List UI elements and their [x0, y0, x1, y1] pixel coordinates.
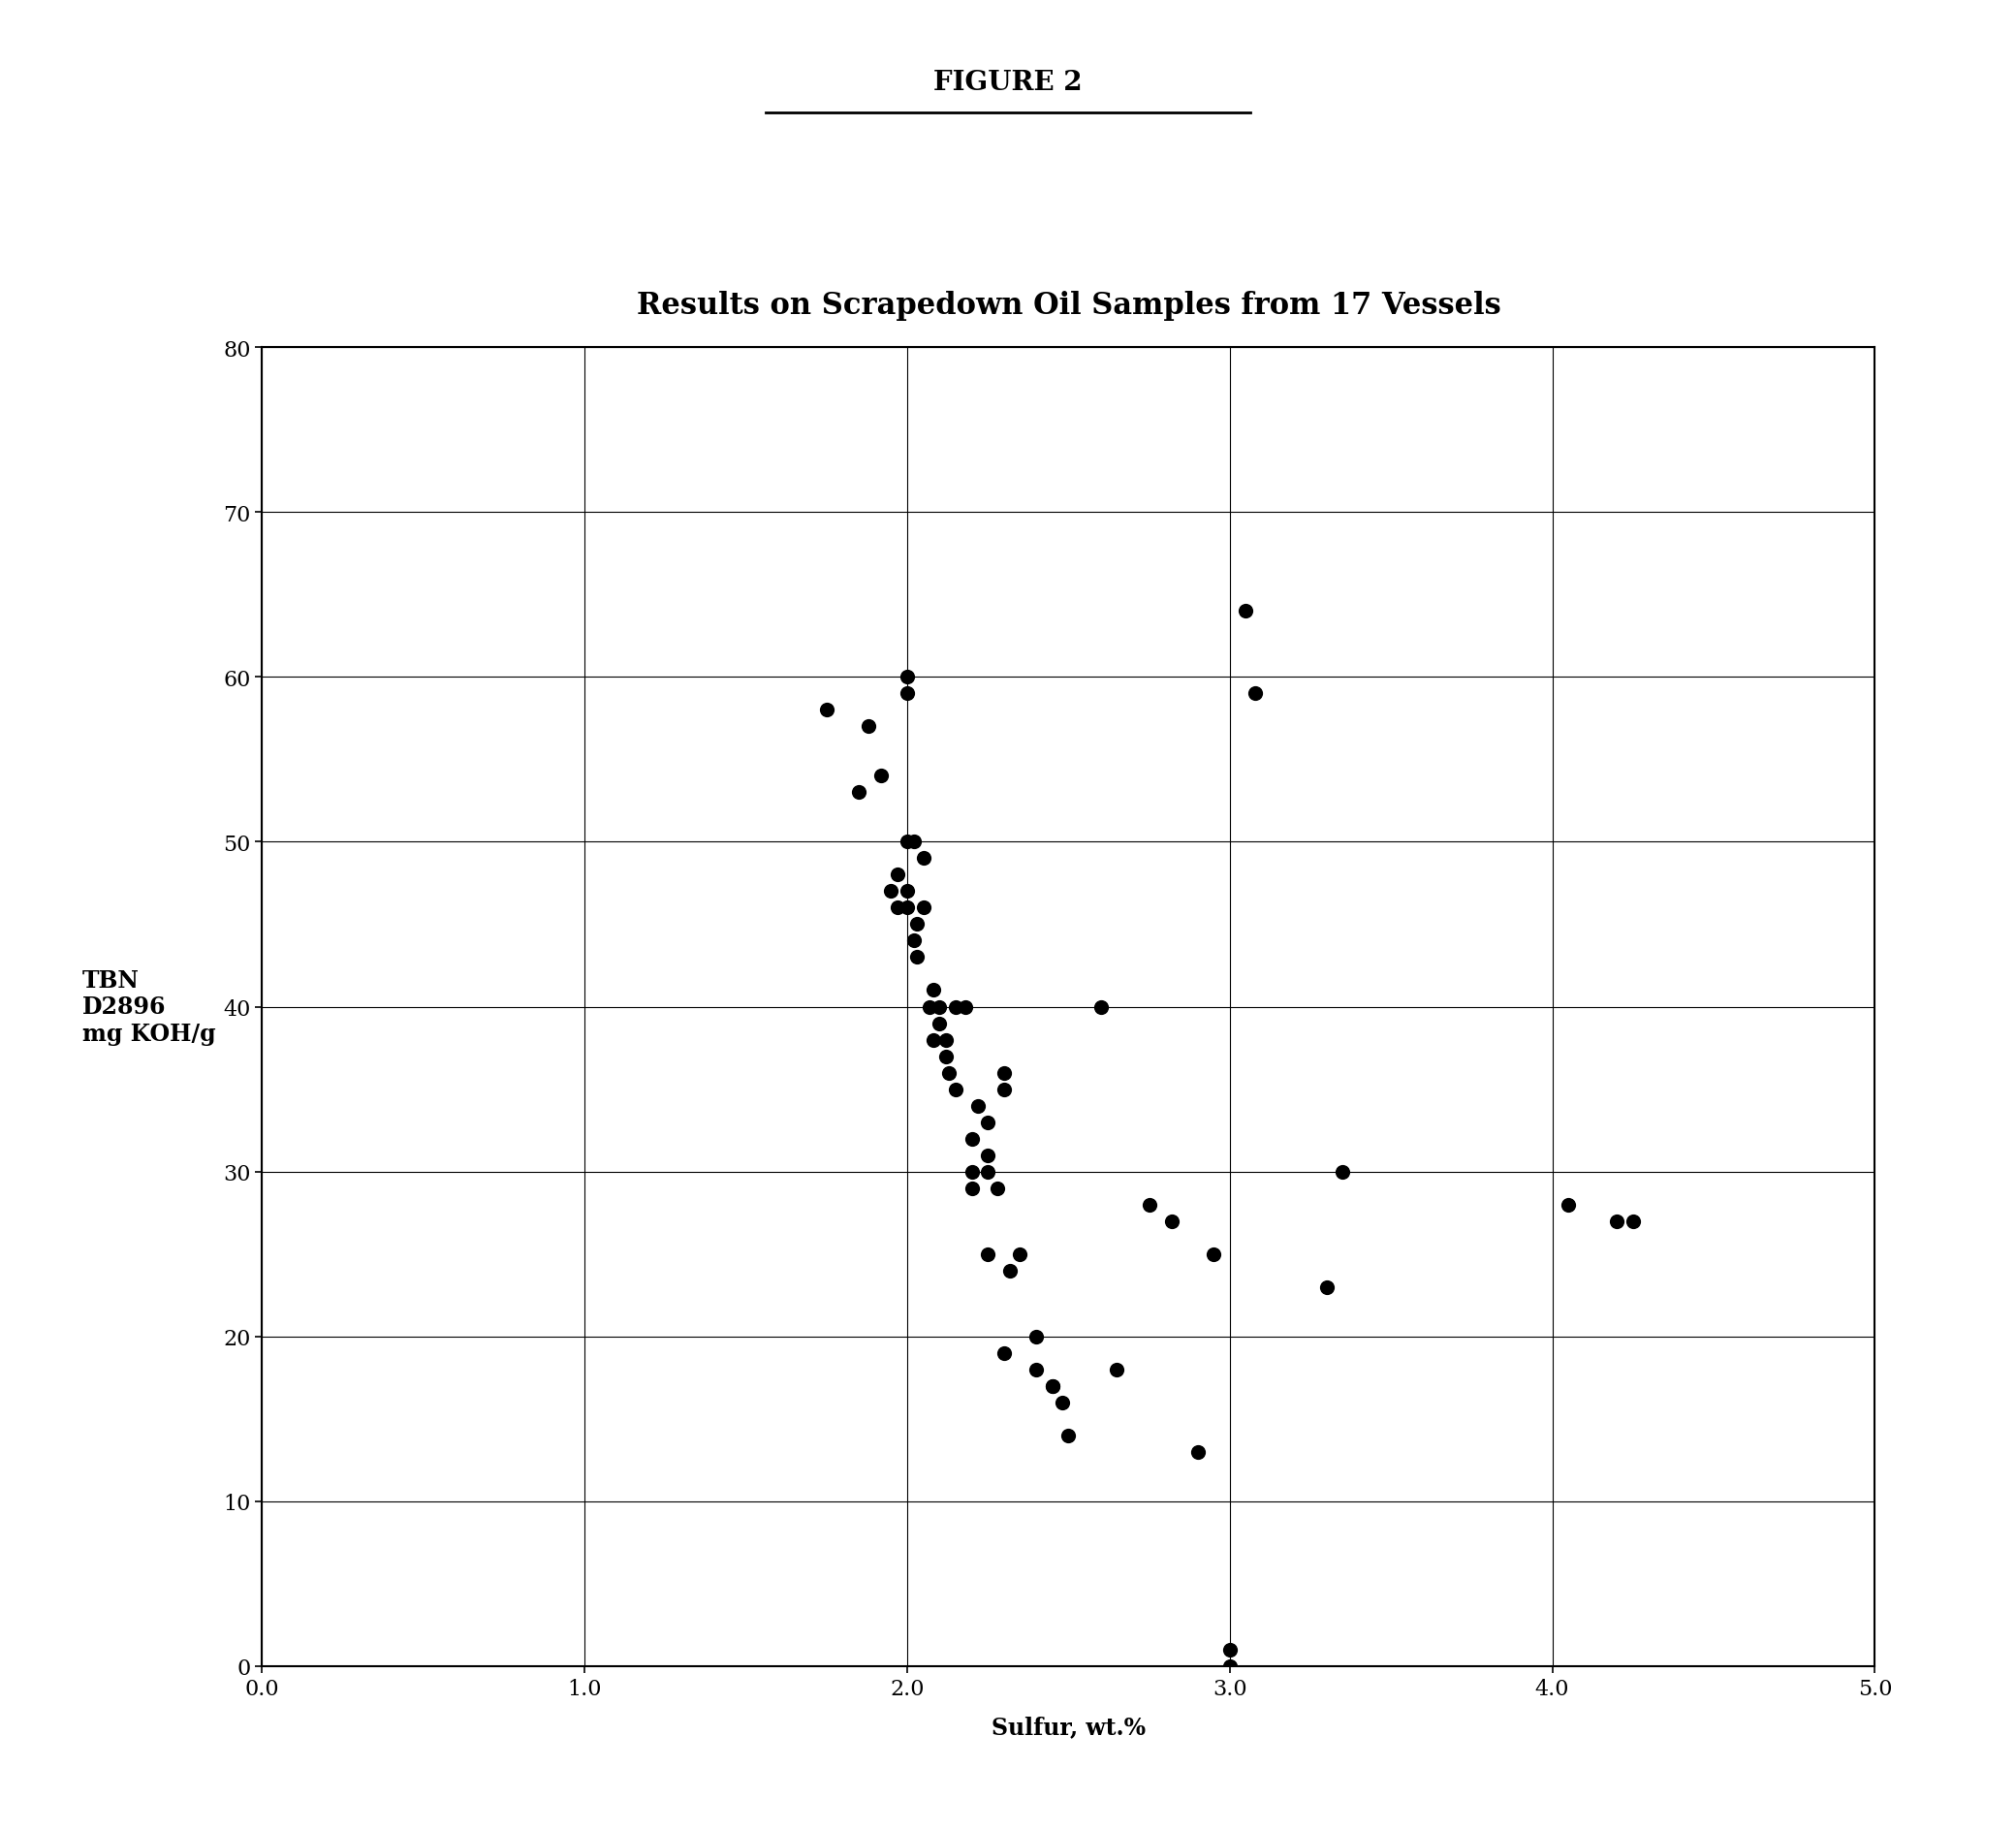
Point — [1327, 1157, 1359, 1186]
Point — [881, 894, 913, 923]
Point — [891, 877, 923, 906]
Point — [923, 1009, 956, 1038]
Point — [881, 861, 913, 890]
Point — [1052, 1421, 1085, 1450]
Point — [917, 976, 950, 1005]
Point — [897, 926, 929, 956]
Point — [853, 712, 885, 742]
Point — [1214, 1652, 1246, 1681]
Point — [865, 762, 897, 791]
Point — [988, 1058, 1020, 1088]
Title: Results on Scrapedown Oil Samples from 17 Vessels: Results on Scrapedown Oil Samples from 1… — [637, 291, 1500, 320]
Point — [972, 1141, 1004, 1170]
Point — [907, 894, 939, 923]
Point — [897, 828, 929, 857]
X-axis label: Sulfur, wt.%: Sulfur, wt.% — [992, 1716, 1145, 1738]
Point — [929, 1042, 962, 1071]
Point — [988, 1075, 1020, 1104]
Point — [875, 877, 907, 906]
Point — [956, 1124, 988, 1154]
Point — [1133, 1190, 1165, 1219]
Point — [1085, 992, 1117, 1022]
Point — [891, 894, 923, 923]
Point — [982, 1174, 1014, 1203]
Point — [929, 1025, 962, 1055]
Point — [901, 943, 933, 972]
Point — [1240, 679, 1272, 709]
Point — [972, 1157, 1004, 1186]
Point — [907, 844, 939, 873]
Point — [913, 992, 946, 1022]
Point — [1036, 1371, 1068, 1401]
Point — [994, 1256, 1026, 1285]
Point — [1214, 1635, 1246, 1664]
Point — [810, 696, 843, 725]
Point — [1155, 1207, 1187, 1236]
Point — [1036, 1371, 1068, 1401]
Y-axis label: TBN
D2896
mg KOH/g: TBN D2896 mg KOH/g — [83, 969, 216, 1046]
Point — [939, 992, 972, 1022]
Point — [939, 1075, 972, 1104]
Point — [891, 663, 923, 692]
Point — [1101, 1355, 1133, 1384]
Point — [1181, 1437, 1214, 1467]
Point — [1601, 1207, 1633, 1236]
Point — [972, 1108, 1004, 1137]
Point — [1020, 1322, 1052, 1351]
Point — [843, 778, 875, 807]
Point — [962, 1091, 994, 1121]
Point — [1046, 1388, 1079, 1417]
Point — [923, 992, 956, 1022]
Point — [901, 910, 933, 939]
Point — [1230, 597, 1262, 626]
Point — [972, 1240, 1004, 1269]
Point — [1020, 1355, 1052, 1384]
Point — [950, 992, 982, 1022]
Point — [1198, 1240, 1230, 1269]
Point — [956, 1174, 988, 1203]
Point — [891, 679, 923, 709]
Point — [933, 1058, 966, 1088]
Point — [1310, 1273, 1343, 1302]
Point — [1004, 1240, 1036, 1269]
Point — [988, 1338, 1020, 1368]
Point — [956, 1157, 988, 1186]
Point — [1552, 1190, 1585, 1219]
Point — [917, 1025, 950, 1055]
Point — [1617, 1207, 1649, 1236]
Point — [891, 828, 923, 857]
Text: FIGURE 2: FIGURE 2 — [933, 70, 1083, 95]
